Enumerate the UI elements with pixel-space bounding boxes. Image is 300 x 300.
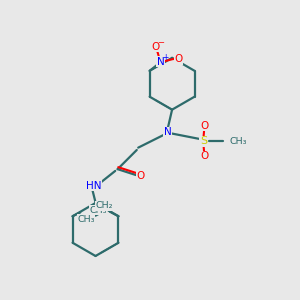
Text: N: N bbox=[164, 127, 172, 137]
Text: +: + bbox=[162, 53, 168, 62]
Text: CH₂: CH₂ bbox=[96, 201, 113, 210]
Text: S: S bbox=[200, 136, 207, 146]
Text: O: O bbox=[200, 121, 208, 131]
Text: −: − bbox=[157, 39, 164, 48]
Text: CH₃: CH₃ bbox=[89, 206, 106, 215]
Text: O: O bbox=[152, 42, 160, 52]
Text: O: O bbox=[174, 54, 183, 64]
Text: N: N bbox=[157, 57, 165, 67]
Text: CH₃: CH₃ bbox=[77, 215, 95, 224]
Text: CH₃: CH₃ bbox=[229, 137, 247, 146]
Text: O: O bbox=[136, 171, 145, 181]
Text: HN: HN bbox=[86, 181, 101, 191]
Text: O: O bbox=[200, 152, 208, 161]
